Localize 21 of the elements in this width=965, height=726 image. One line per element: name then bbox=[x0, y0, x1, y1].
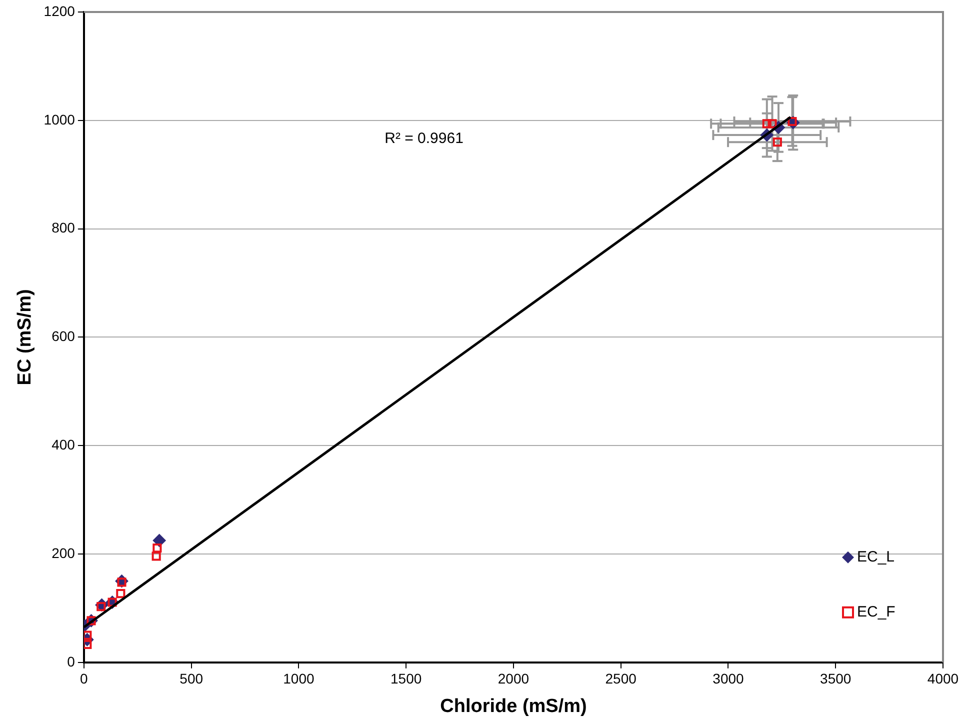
annotation: R² = 0.9961 bbox=[384, 130, 464, 147]
x-tick-label: 1500 bbox=[390, 670, 422, 687]
x-tick-label: 1000 bbox=[283, 670, 314, 687]
y-tick-label: 1000 bbox=[44, 111, 76, 128]
x-tick-label: 4000 bbox=[927, 670, 959, 687]
y-tick-label: 1200 bbox=[44, 2, 76, 19]
x-tick-label: 3000 bbox=[712, 670, 744, 687]
y-tick-label: 0 bbox=[67, 653, 76, 670]
legend-label: EC_L bbox=[857, 548, 895, 566]
x-tick-label: 0 bbox=[80, 670, 88, 687]
y-tick-label: 600 bbox=[52, 328, 76, 344]
y-tick-label: 800 bbox=[52, 220, 76, 236]
x-axis-title: Chloride (mS/m) bbox=[440, 696, 587, 717]
x-tick-label: 2000 bbox=[498, 670, 530, 687]
x-tick-label: 2500 bbox=[605, 670, 637, 687]
y-tick-label: 400 bbox=[52, 436, 76, 452]
legend-label: EC_F bbox=[857, 604, 896, 621]
y-axis-title: EC (mS/m) bbox=[14, 289, 36, 386]
y-tick-label: 200 bbox=[52, 544, 76, 561]
x-tick-label: 500 bbox=[180, 670, 204, 687]
x-tick-label: 3500 bbox=[820, 670, 852, 687]
